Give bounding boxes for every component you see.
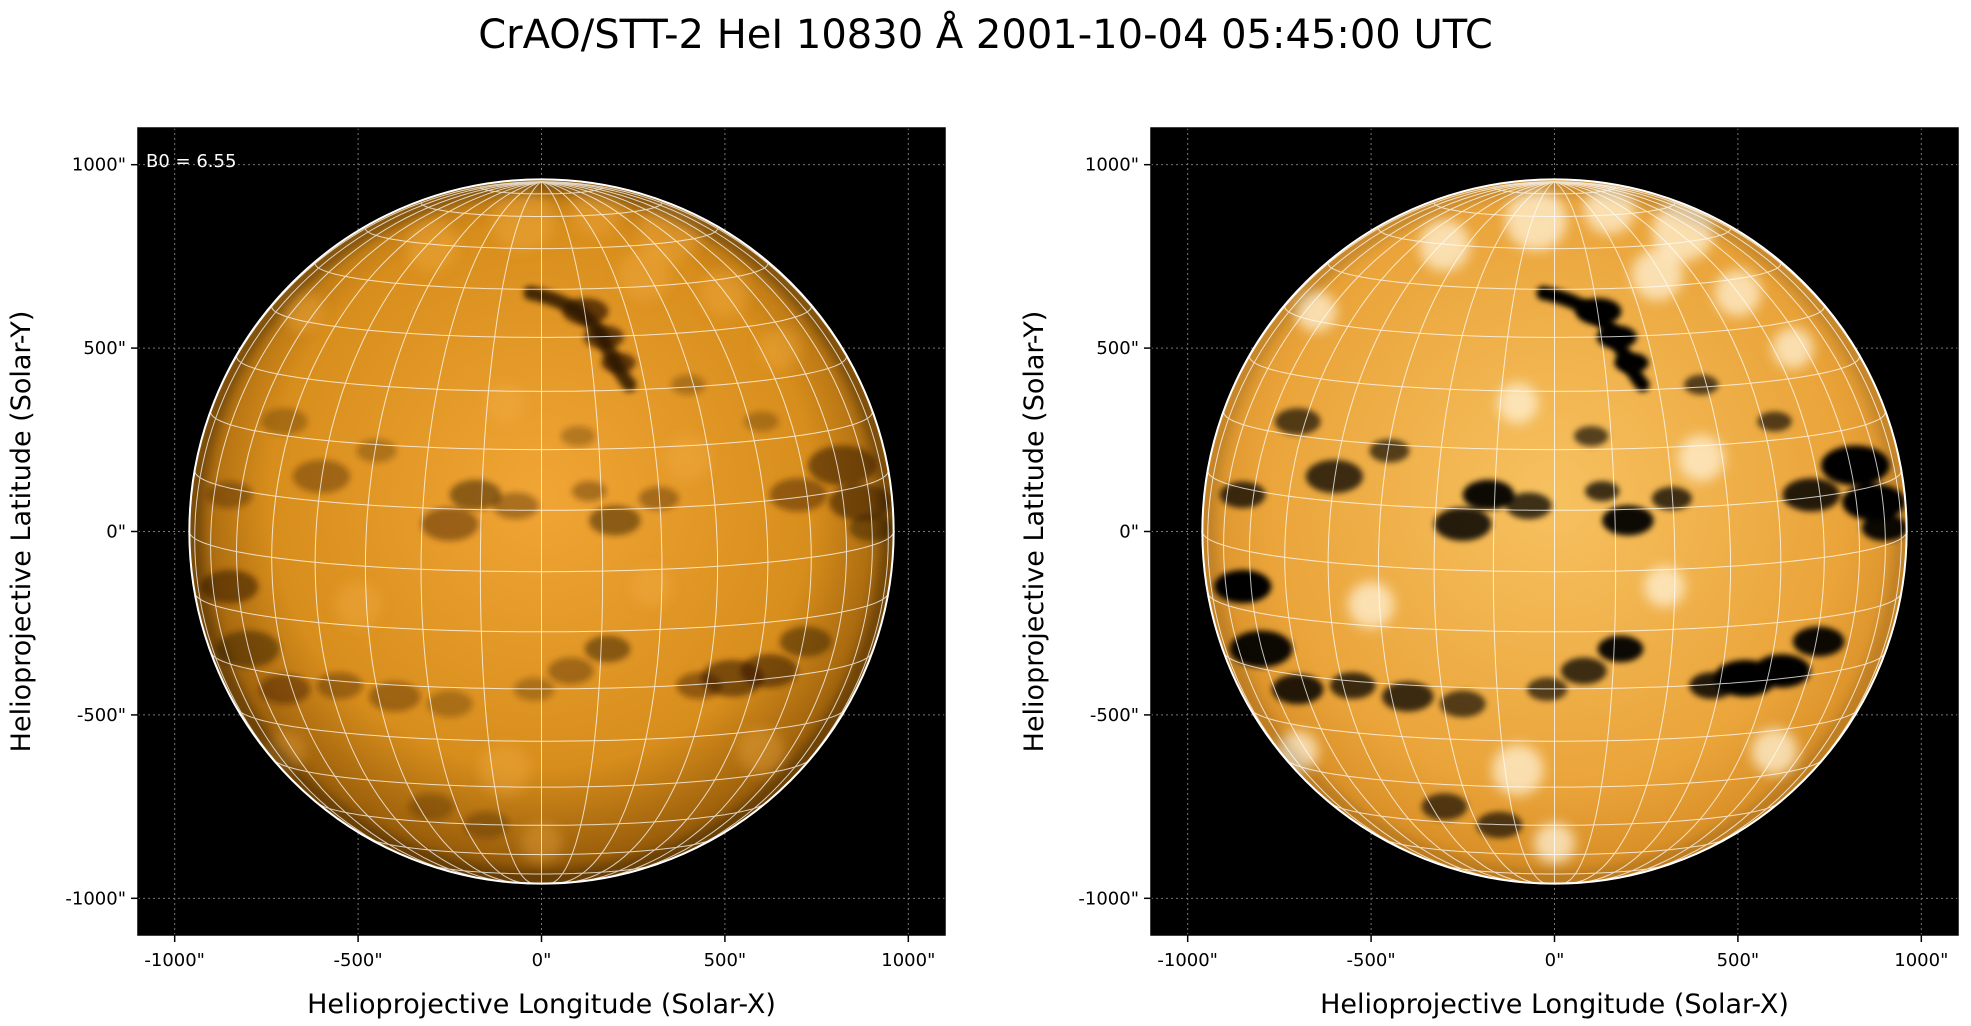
y-axis-label: Helioprojective Latitude (Solar-Y) [1019,311,1050,753]
solar-limb [1201,178,1908,885]
x-tick-label: -1000" [144,950,205,971]
panel-original: -1000" -500" 0" 500" 1000" 1000" 500" 0" -500" -1… [6,127,946,1020]
x-tick-label: 500" [1717,950,1760,971]
x-tick-label: -500" [334,950,383,971]
y-tick-label: -500" [1090,705,1139,726]
y-tick-label: 0" [106,522,126,543]
figure-title: CrAO/STT-2 HeI 10830 Å 2001-10-04 05:45:… [478,12,1493,58]
panel-enhanced: -1000" -500" 0" 500" 1000" 1000" 500" 0" -500" -1… [1019,127,1959,1020]
x-tick-label: -1000" [1157,950,1218,971]
x-axis-label: Helioprojective Longitude (Solar-X) [1320,989,1789,1020]
x-tick-label: 500" [704,950,747,971]
x-tick-label: 1000" [1894,950,1948,971]
y-tick-label: 1000" [72,155,126,176]
y-tick-label: 0" [1119,522,1139,543]
y-tick-label: -1000" [65,888,126,909]
x-tick-label: -500" [1347,950,1396,971]
solar-limb [188,178,895,885]
x-axis-label: Helioprojective Longitude (Solar-X) [307,989,776,1020]
y-tick-label: 1000" [1085,155,1139,176]
x-tick-label: 0" [1545,950,1565,971]
b0-annotation: B0 = 6.55 [146,151,236,172]
x-tick-label: 1000" [881,950,935,971]
x-tick-label: 0" [532,950,552,971]
y-tick-label: -1000" [1078,888,1139,909]
y-tick-label: 500" [1096,338,1139,359]
y-axis-label: Helioprojective Latitude (Solar-Y) [6,311,37,753]
y-tick-label: -500" [77,705,126,726]
y-tick-label: 500" [83,338,126,359]
